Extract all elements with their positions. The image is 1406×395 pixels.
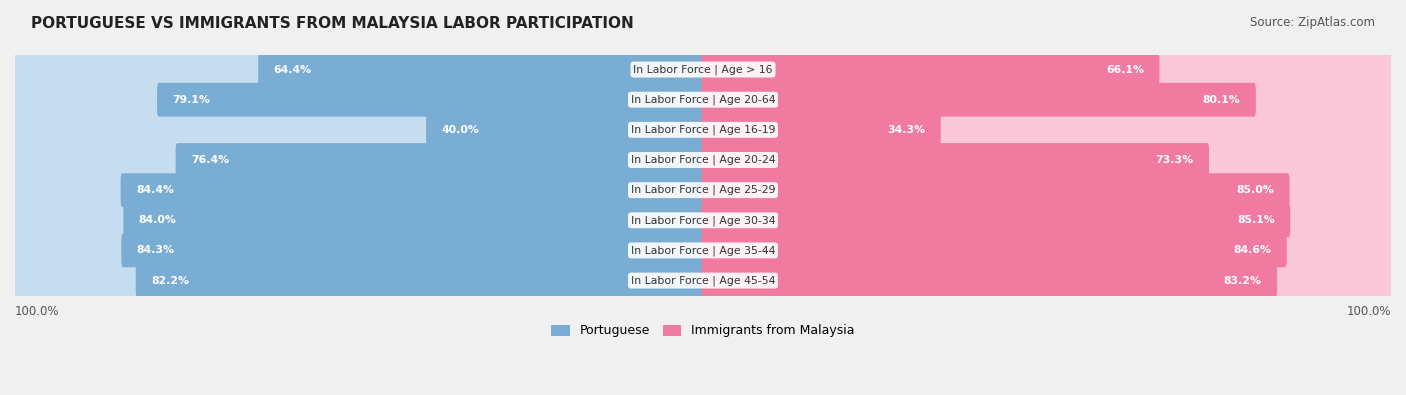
- Text: In Labor Force | Age 20-64: In Labor Force | Age 20-64: [631, 94, 775, 105]
- Text: 100.0%: 100.0%: [1347, 305, 1391, 318]
- Text: 76.4%: 76.4%: [191, 155, 229, 165]
- FancyBboxPatch shape: [176, 143, 704, 177]
- FancyBboxPatch shape: [13, 113, 704, 147]
- Text: In Labor Force | Age 25-29: In Labor Force | Age 25-29: [631, 185, 775, 196]
- FancyBboxPatch shape: [136, 264, 704, 297]
- FancyBboxPatch shape: [13, 203, 704, 237]
- FancyBboxPatch shape: [13, 264, 704, 297]
- Text: In Labor Force | Age > 16: In Labor Force | Age > 16: [633, 64, 773, 75]
- FancyBboxPatch shape: [13, 143, 704, 177]
- FancyBboxPatch shape: [157, 83, 704, 117]
- Text: In Labor Force | Age 35-44: In Labor Force | Age 35-44: [631, 245, 775, 256]
- Text: 84.0%: 84.0%: [139, 215, 177, 225]
- FancyBboxPatch shape: [702, 203, 1291, 237]
- FancyBboxPatch shape: [702, 143, 1209, 177]
- Text: In Labor Force | Age 16-19: In Labor Force | Age 16-19: [631, 124, 775, 135]
- Text: 40.0%: 40.0%: [441, 125, 479, 135]
- FancyBboxPatch shape: [702, 233, 1393, 267]
- Bar: [15, 55, 1391, 85]
- FancyBboxPatch shape: [121, 233, 704, 267]
- FancyBboxPatch shape: [426, 113, 704, 147]
- Legend: Portuguese, Immigrants from Malaysia: Portuguese, Immigrants from Malaysia: [546, 320, 860, 342]
- Text: 64.4%: 64.4%: [274, 64, 312, 75]
- Text: 34.3%: 34.3%: [887, 125, 925, 135]
- FancyBboxPatch shape: [702, 53, 1160, 87]
- Text: In Labor Force | Age 20-24: In Labor Force | Age 20-24: [631, 155, 775, 165]
- FancyBboxPatch shape: [702, 264, 1277, 297]
- Text: 84.4%: 84.4%: [136, 185, 174, 195]
- FancyBboxPatch shape: [13, 83, 704, 117]
- FancyBboxPatch shape: [702, 173, 1393, 207]
- FancyBboxPatch shape: [702, 264, 1393, 297]
- Bar: [15, 175, 1391, 205]
- FancyBboxPatch shape: [702, 83, 1256, 117]
- Bar: [15, 205, 1391, 235]
- Text: 84.3%: 84.3%: [136, 245, 174, 256]
- FancyBboxPatch shape: [13, 233, 704, 267]
- Bar: [15, 85, 1391, 115]
- Text: 73.3%: 73.3%: [1156, 155, 1194, 165]
- FancyBboxPatch shape: [702, 83, 1393, 117]
- Text: In Labor Force | Age 30-34: In Labor Force | Age 30-34: [631, 215, 775, 226]
- Text: 100.0%: 100.0%: [15, 305, 59, 318]
- Bar: [15, 235, 1391, 265]
- Text: 66.1%: 66.1%: [1107, 64, 1144, 75]
- Text: 83.2%: 83.2%: [1223, 276, 1261, 286]
- Bar: [15, 145, 1391, 175]
- FancyBboxPatch shape: [702, 173, 1289, 207]
- FancyBboxPatch shape: [702, 53, 1393, 87]
- FancyBboxPatch shape: [13, 173, 704, 207]
- FancyBboxPatch shape: [702, 143, 1393, 177]
- FancyBboxPatch shape: [702, 203, 1393, 237]
- FancyBboxPatch shape: [702, 113, 941, 147]
- Text: 85.1%: 85.1%: [1237, 215, 1275, 225]
- FancyBboxPatch shape: [121, 173, 704, 207]
- FancyBboxPatch shape: [13, 53, 704, 87]
- Text: In Labor Force | Age 45-54: In Labor Force | Age 45-54: [631, 275, 775, 286]
- Bar: [15, 115, 1391, 145]
- Text: 84.6%: 84.6%: [1233, 245, 1271, 256]
- Text: Source: ZipAtlas.com: Source: ZipAtlas.com: [1250, 16, 1375, 29]
- Text: 79.1%: 79.1%: [173, 95, 211, 105]
- Text: 85.0%: 85.0%: [1236, 185, 1274, 195]
- FancyBboxPatch shape: [702, 113, 1393, 147]
- FancyBboxPatch shape: [702, 233, 1286, 267]
- FancyBboxPatch shape: [259, 53, 704, 87]
- Text: 80.1%: 80.1%: [1202, 95, 1240, 105]
- Text: 82.2%: 82.2%: [152, 276, 190, 286]
- FancyBboxPatch shape: [124, 203, 704, 237]
- Text: PORTUGUESE VS IMMIGRANTS FROM MALAYSIA LABOR PARTICIPATION: PORTUGUESE VS IMMIGRANTS FROM MALAYSIA L…: [31, 16, 634, 31]
- Bar: [15, 265, 1391, 295]
